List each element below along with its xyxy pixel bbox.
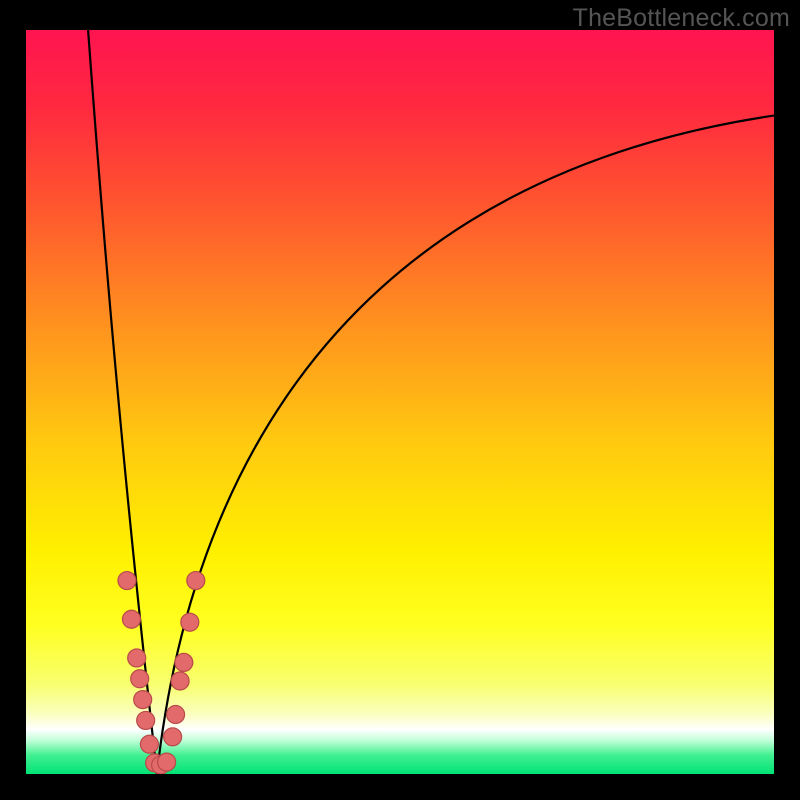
watermark-text: TheBottleneck.com <box>573 4 790 33</box>
data-marker <box>118 572 136 590</box>
data-marker <box>122 610 140 628</box>
data-marker <box>171 672 189 690</box>
data-marker <box>131 670 149 688</box>
chart-canvas: TheBottleneck.com <box>0 0 800 800</box>
data-marker <box>167 705 185 723</box>
plot-area <box>26 30 774 774</box>
data-marker <box>181 613 199 631</box>
data-marker <box>187 572 205 590</box>
plot-svg <box>26 30 774 774</box>
data-marker <box>164 728 182 746</box>
data-marker <box>137 711 155 729</box>
data-marker <box>134 691 152 709</box>
data-marker <box>128 649 146 667</box>
data-marker <box>175 653 193 671</box>
data-marker <box>140 735 158 753</box>
data-marker <box>158 753 176 771</box>
